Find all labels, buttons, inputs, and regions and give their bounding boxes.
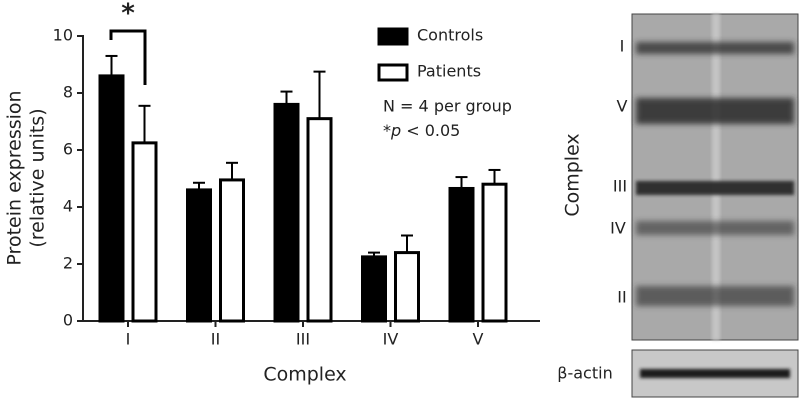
x-axis-label: Complex (263, 364, 346, 386)
band-label: V (617, 97, 628, 116)
bar (219, 178, 245, 323)
actin-band (640, 369, 790, 378)
band-label: II (617, 288, 626, 307)
p-threshold: < 0.05 (401, 121, 460, 140)
band (636, 98, 794, 124)
bar (394, 251, 420, 323)
y-tick-label: 10 (53, 26, 73, 45)
p-note: *p < 0.05 (383, 121, 460, 140)
blot-bands (636, 42, 794, 306)
bar (481, 182, 508, 323)
band (636, 221, 794, 235)
note: N = 4 per group (383, 97, 512, 116)
bar (448, 186, 475, 323)
significance-bracket (109, 29, 147, 85)
lane-gap (712, 14, 720, 340)
band-label: I (620, 37, 625, 56)
legend-label: Patients (417, 62, 481, 81)
x-tick-label: V (473, 330, 484, 349)
x-tick-label: II (211, 330, 220, 349)
band-label: III (613, 177, 627, 196)
bar (273, 102, 300, 323)
bar (98, 74, 125, 323)
bar (361, 255, 387, 323)
band-label: IV (610, 219, 626, 238)
x-tick-label: III (296, 330, 310, 349)
significance-star: * (121, 0, 135, 29)
x-tick-label: IV (383, 330, 399, 349)
band (636, 181, 794, 195)
bar (131, 141, 158, 323)
blot-axis-label: Complex (562, 133, 584, 216)
y-tick-label: 2 (63, 254, 73, 273)
legend-swatch (377, 27, 409, 46)
band (636, 286, 794, 306)
band (636, 42, 794, 54)
x-tick-label: I (126, 330, 131, 349)
bar (186, 188, 212, 323)
p-symbol: p (390, 121, 401, 140)
y-tick-label: 4 (63, 197, 73, 216)
y-axis-label: (relative units) (27, 108, 49, 247)
y-tick-label: 0 (63, 311, 73, 330)
p-star: * (383, 121, 391, 140)
y-axis-label: Protein expression (4, 90, 26, 265)
legend-swatch (377, 63, 409, 82)
legend-label: Controls (417, 26, 483, 45)
y-tick-label: 8 (63, 83, 73, 102)
bar (306, 117, 333, 323)
actin-label: β-actin (557, 364, 612, 383)
y-tick-label: 6 (63, 140, 73, 159)
